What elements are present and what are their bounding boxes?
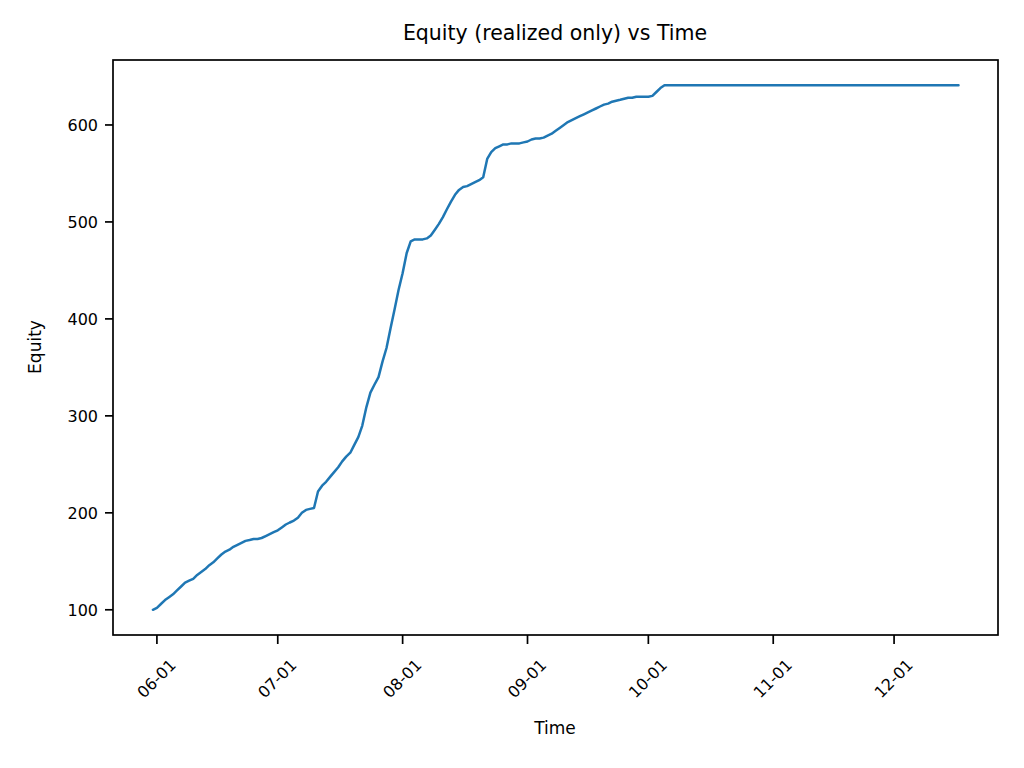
y-tick-label: 200 xyxy=(67,504,98,523)
y-tick-label: 600 xyxy=(67,116,98,135)
plot-frame xyxy=(113,60,998,635)
x-tick-label: 12-01 xyxy=(871,655,917,701)
x-axis-ticks: 06-01 07-01 08-01 09-01 10-01 11-01 12-01 xyxy=(133,635,916,702)
line-chart: 100 200 300 400 500 600 06-01 07-01 08-01 09-01 1… xyxy=(0,0,1024,768)
x-tick-label: 11-01 xyxy=(750,655,796,701)
x-tick-label: 08-01 xyxy=(379,655,425,701)
x-tick-label: 06-01 xyxy=(133,655,179,701)
chart-title: Equity (realized only) vs Time xyxy=(403,21,707,45)
y-axis-label: Equity xyxy=(25,320,45,374)
x-axis-label: Time xyxy=(533,718,576,738)
equity-vs-time-figure: 100 200 300 400 500 600 06-01 07-01 08-01 09-01 1… xyxy=(0,0,1024,768)
y-tick-label: 400 xyxy=(67,310,98,329)
equity-line xyxy=(153,85,959,610)
data-series xyxy=(153,85,959,610)
x-tick-label: 10-01 xyxy=(625,655,671,701)
y-tick-label: 300 xyxy=(67,407,98,426)
y-axis-ticks: 100 200 300 400 500 600 xyxy=(67,116,113,620)
y-tick-label: 500 xyxy=(67,213,98,232)
x-tick-label: 09-01 xyxy=(504,655,550,701)
x-tick-label: 07-01 xyxy=(254,655,300,701)
y-tick-label: 100 xyxy=(67,601,98,620)
